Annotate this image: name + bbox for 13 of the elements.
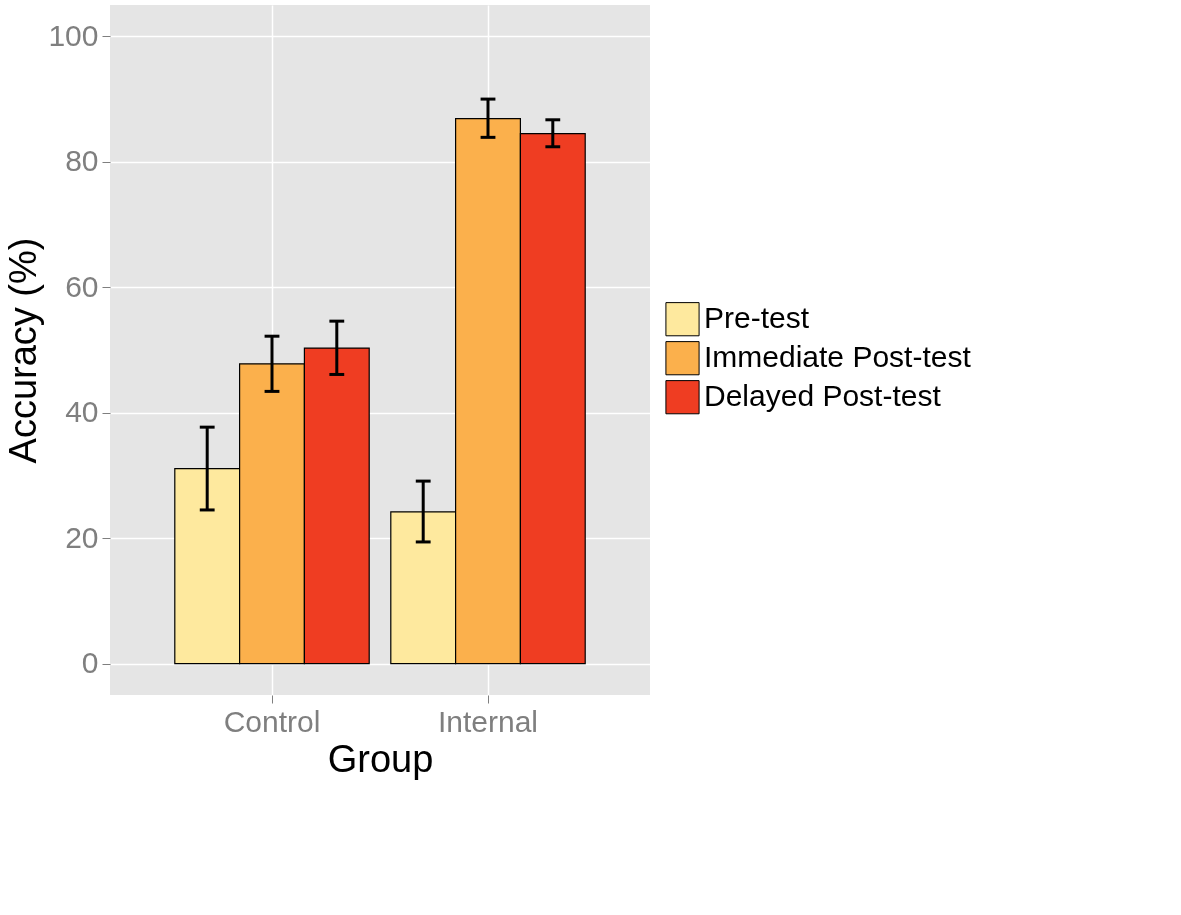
x-axis-title: Group <box>327 737 434 780</box>
y-tick-label: 40 <box>65 395 99 429</box>
y-axis-title: Accuracy (%) <box>2 237 45 464</box>
x-tick-label: Internal <box>437 704 539 738</box>
y-tick-label: 100 <box>48 18 99 52</box>
y-tick-label: 60 <box>65 269 99 303</box>
legend-label: Delayed Post-test <box>704 379 942 413</box>
x-tick-label: Control <box>223 704 321 738</box>
y-tick-label: 80 <box>65 144 99 178</box>
legend-label: Immediate Post-test <box>704 340 972 374</box>
legend-label: Pre-test <box>704 301 810 335</box>
y-tick-label: 0 <box>81 646 99 680</box>
y-tick-label: 20 <box>65 520 99 554</box>
